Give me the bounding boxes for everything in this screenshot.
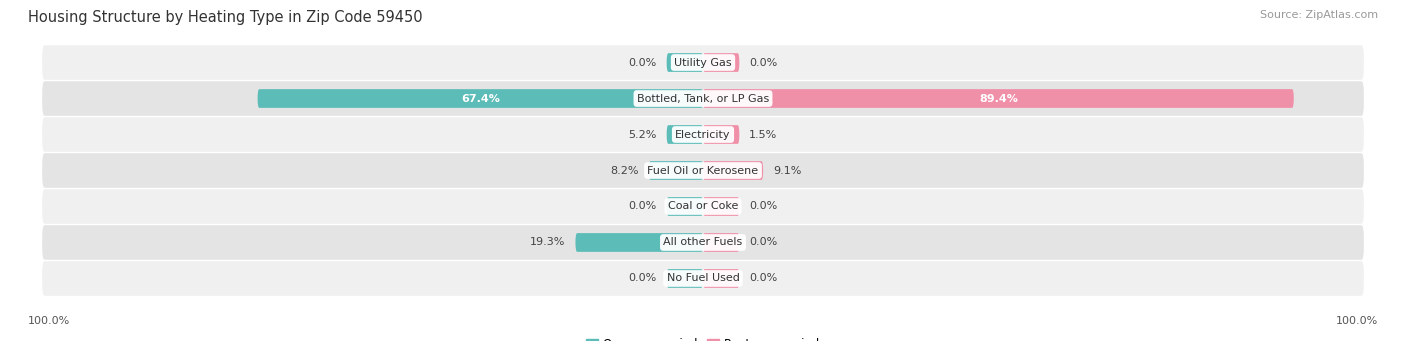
- Text: 0.0%: 0.0%: [628, 202, 657, 211]
- Text: 67.4%: 67.4%: [461, 93, 499, 104]
- Text: 0.0%: 0.0%: [749, 202, 778, 211]
- Text: 19.3%: 19.3%: [530, 237, 565, 248]
- Legend: Owner-occupied, Renter-occupied: Owner-occupied, Renter-occupied: [586, 338, 820, 341]
- FancyBboxPatch shape: [703, 197, 740, 216]
- FancyBboxPatch shape: [666, 269, 703, 288]
- FancyBboxPatch shape: [666, 197, 703, 216]
- FancyBboxPatch shape: [42, 153, 1364, 188]
- Text: Coal or Coke: Coal or Coke: [668, 202, 738, 211]
- FancyBboxPatch shape: [703, 53, 740, 72]
- Text: 5.2%: 5.2%: [628, 130, 657, 139]
- Text: Electricity: Electricity: [675, 130, 731, 139]
- Text: 100.0%: 100.0%: [1336, 315, 1378, 326]
- FancyBboxPatch shape: [42, 225, 1364, 260]
- FancyBboxPatch shape: [666, 53, 703, 72]
- FancyBboxPatch shape: [42, 189, 1364, 224]
- FancyBboxPatch shape: [703, 233, 740, 252]
- Text: 1.5%: 1.5%: [749, 130, 778, 139]
- FancyBboxPatch shape: [257, 89, 703, 108]
- Text: 0.0%: 0.0%: [628, 273, 657, 283]
- FancyBboxPatch shape: [42, 81, 1364, 116]
- FancyBboxPatch shape: [575, 233, 703, 252]
- Text: 8.2%: 8.2%: [610, 165, 638, 176]
- FancyBboxPatch shape: [703, 125, 740, 144]
- FancyBboxPatch shape: [648, 161, 703, 180]
- Text: Utility Gas: Utility Gas: [675, 58, 731, 68]
- Text: 0.0%: 0.0%: [628, 58, 657, 68]
- Text: Bottled, Tank, or LP Gas: Bottled, Tank, or LP Gas: [637, 93, 769, 104]
- FancyBboxPatch shape: [666, 125, 703, 144]
- Text: No Fuel Used: No Fuel Used: [666, 273, 740, 283]
- Text: Source: ZipAtlas.com: Source: ZipAtlas.com: [1260, 10, 1378, 20]
- Text: 0.0%: 0.0%: [749, 58, 778, 68]
- Text: 0.0%: 0.0%: [749, 273, 778, 283]
- FancyBboxPatch shape: [42, 45, 1364, 80]
- FancyBboxPatch shape: [703, 161, 763, 180]
- Text: All other Fuels: All other Fuels: [664, 237, 742, 248]
- Text: 9.1%: 9.1%: [773, 165, 801, 176]
- FancyBboxPatch shape: [42, 261, 1364, 296]
- Text: Housing Structure by Heating Type in Zip Code 59450: Housing Structure by Heating Type in Zip…: [28, 10, 423, 25]
- Text: Fuel Oil or Kerosene: Fuel Oil or Kerosene: [647, 165, 759, 176]
- FancyBboxPatch shape: [703, 89, 1294, 108]
- Text: 0.0%: 0.0%: [749, 237, 778, 248]
- FancyBboxPatch shape: [703, 269, 740, 288]
- Text: 100.0%: 100.0%: [28, 315, 70, 326]
- Text: 89.4%: 89.4%: [979, 93, 1018, 104]
- FancyBboxPatch shape: [42, 117, 1364, 152]
